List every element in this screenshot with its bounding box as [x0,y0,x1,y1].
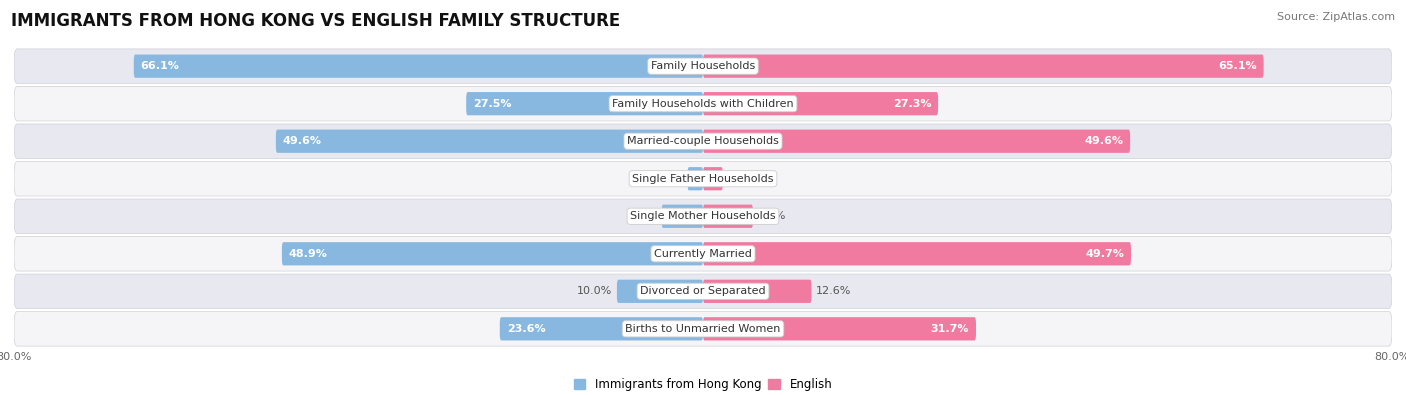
Legend: Immigrants from Hong Kong, English: Immigrants from Hong Kong, English [569,373,837,395]
FancyBboxPatch shape [617,280,703,303]
FancyBboxPatch shape [14,237,1392,271]
FancyBboxPatch shape [703,242,1130,265]
Text: 49.6%: 49.6% [1084,136,1123,146]
Text: Source: ZipAtlas.com: Source: ZipAtlas.com [1277,12,1395,22]
FancyBboxPatch shape [14,49,1392,83]
FancyBboxPatch shape [14,87,1392,121]
FancyBboxPatch shape [703,130,1130,153]
Text: Married-couple Households: Married-couple Households [627,136,779,146]
Text: 31.7%: 31.7% [931,324,969,334]
FancyBboxPatch shape [499,317,703,340]
Text: Divorced or Separated: Divorced or Separated [640,286,766,296]
FancyBboxPatch shape [14,124,1392,158]
Text: Currently Married: Currently Married [654,249,752,259]
FancyBboxPatch shape [662,205,703,228]
FancyBboxPatch shape [703,92,938,115]
Text: 4.8%: 4.8% [628,211,658,221]
FancyBboxPatch shape [467,92,703,115]
Text: 48.9%: 48.9% [288,249,328,259]
FancyBboxPatch shape [276,130,703,153]
FancyBboxPatch shape [14,199,1392,233]
Text: 23.6%: 23.6% [506,324,546,334]
FancyBboxPatch shape [14,312,1392,346]
Text: Single Father Households: Single Father Households [633,174,773,184]
FancyBboxPatch shape [281,242,703,265]
Text: 49.7%: 49.7% [1085,249,1125,259]
Text: Family Households with Children: Family Households with Children [612,99,794,109]
Text: 27.3%: 27.3% [893,99,931,109]
Text: 66.1%: 66.1% [141,61,180,71]
Text: 10.0%: 10.0% [578,286,613,296]
Text: IMMIGRANTS FROM HONG KONG VS ENGLISH FAMILY STRUCTURE: IMMIGRANTS FROM HONG KONG VS ENGLISH FAM… [11,12,620,30]
FancyBboxPatch shape [703,205,754,228]
Text: Single Mother Households: Single Mother Households [630,211,776,221]
Text: 49.6%: 49.6% [283,136,322,146]
FancyBboxPatch shape [703,55,1264,78]
Text: 2.3%: 2.3% [727,174,755,184]
Text: Births to Unmarried Women: Births to Unmarried Women [626,324,780,334]
Text: 12.6%: 12.6% [815,286,851,296]
FancyBboxPatch shape [14,274,1392,308]
Text: Family Households: Family Households [651,61,755,71]
Text: 5.8%: 5.8% [758,211,786,221]
FancyBboxPatch shape [703,317,976,340]
Text: 27.5%: 27.5% [472,99,512,109]
FancyBboxPatch shape [688,167,703,190]
FancyBboxPatch shape [14,162,1392,196]
FancyBboxPatch shape [703,280,811,303]
FancyBboxPatch shape [703,167,723,190]
FancyBboxPatch shape [134,55,703,78]
Text: 65.1%: 65.1% [1218,61,1257,71]
Text: 1.8%: 1.8% [655,174,683,184]
